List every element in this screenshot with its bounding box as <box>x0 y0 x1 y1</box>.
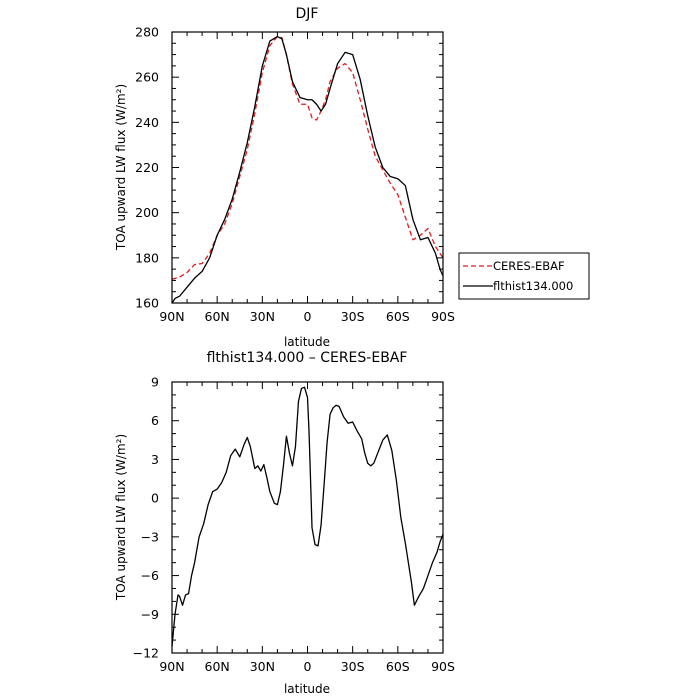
bottom-y-tick-label: −6 <box>141 568 159 583</box>
series-line-difference <box>171 386 444 647</box>
legend-box <box>458 252 590 300</box>
top-y-tick-label: 240 <box>135 115 159 130</box>
bottom-x-tick-label: 60S <box>386 659 410 674</box>
bottom-x-tick-label: 90S <box>431 659 455 674</box>
bottom-chart-ylabel: TOA upward LW flux (W/m²) <box>114 434 128 601</box>
top-y-tick-label: 260 <box>135 70 159 85</box>
bottom-y-tick-label: 3 <box>151 452 159 467</box>
bottom-x-tick-label: 90N <box>159 659 184 674</box>
bottom-y-tick-label: 6 <box>151 413 159 428</box>
top-x-tick-label: 60S <box>386 309 410 324</box>
legend-label-model: flthist134.000 <box>493 279 573 293</box>
bottom-y-tick-label: 0 <box>151 491 159 506</box>
series-line-ceres-ebaf <box>171 35 444 280</box>
bottom-plot-frame <box>171 381 444 654</box>
top-y-tick-label: 200 <box>135 205 159 220</box>
bottom-y-tick-label: −3 <box>141 529 159 544</box>
top-chart-panel: DJF 90N 60N 30N 0 30S 60S 90S 160 180 200 220 240 26… <box>114 6 455 349</box>
bottom-y-tick-label: −9 <box>141 607 159 622</box>
bottom-x-tick-label: 30N <box>250 659 275 674</box>
top-x-tick-label: 60N <box>205 309 230 324</box>
top-chart-ylabel: TOA upward LW flux (W/m²) <box>114 84 128 251</box>
bottom-y-tick-label: −12 <box>133 646 159 661</box>
top-chart-plot: 90N 60N 30N 0 30S 60S 90S 160 180 200 220 240 260 280 <box>135 25 455 325</box>
top-x-tick-label: 30S <box>341 309 365 324</box>
series-line-flthist134 <box>171 35 444 304</box>
top-chart-legend: CERES-EBAF flthist134.000 <box>458 252 590 300</box>
top-x-tick-label: 30N <box>250 309 275 324</box>
top-x-tick-label: 90N <box>159 309 184 324</box>
bottom-chart-xlabel: latitude <box>284 682 330 696</box>
top-x-tick-label: 0 <box>304 309 312 324</box>
bottom-chart-title: flthist134.000 – CERES-EBAF <box>207 350 408 366</box>
top-chart-title: DJF <box>296 6 319 22</box>
legend-label-ceres: CERES-EBAF <box>493 259 565 273</box>
bottom-x-tick-label: 0 <box>304 659 312 674</box>
top-y-tick-label: 280 <box>135 25 159 40</box>
top-y-tick-label: 180 <box>135 250 159 265</box>
top-y-tick-label: 160 <box>135 296 159 311</box>
top-x-tick-label: 90S <box>431 309 455 324</box>
bottom-chart-plot: 90N 60N 30N 0 30S 60S 90S −12 −9 −6 −3 0 3 6 9 <box>133 375 455 675</box>
bottom-y-tick-label: 9 <box>151 375 159 390</box>
top-plot-frame <box>171 31 444 304</box>
top-chart-xlabel: latitude <box>284 335 330 349</box>
bottom-chart-panel: flthist134.000 – CERES-EBAF 90N 60N 30N 0 30… <box>114 350 455 696</box>
bottom-x-tick-label: 60N <box>205 659 230 674</box>
bottom-x-tick-label: 30S <box>341 659 365 674</box>
top-y-tick-label: 220 <box>135 160 159 175</box>
